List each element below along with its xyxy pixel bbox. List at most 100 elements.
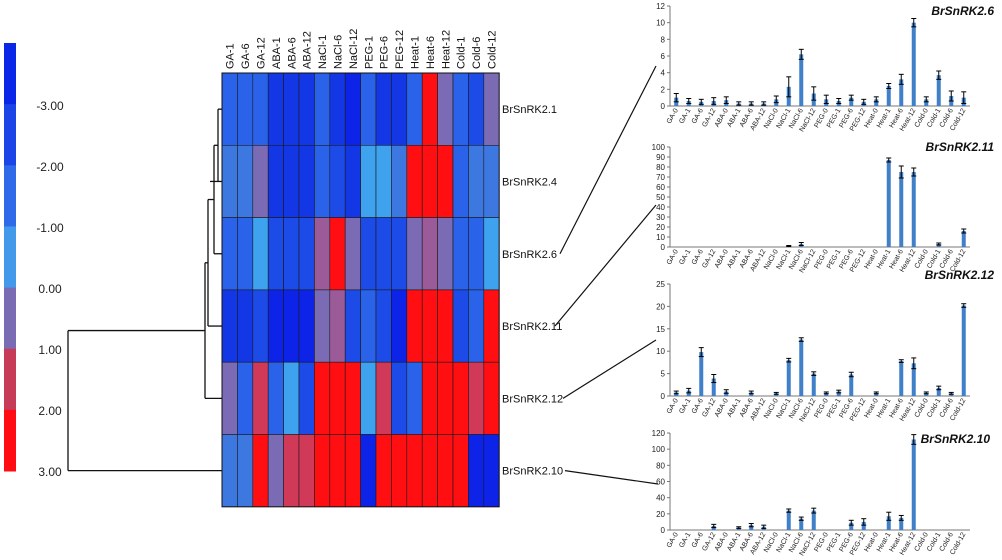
bar-chart-title: BrSnRK2.11 bbox=[926, 140, 995, 154]
heatmap: GA-1 GA-6 GA-12 ABA-1 ABA-6 ABA-12 NaCl-1 NaCl-… bbox=[221, 29, 500, 508]
bar bbox=[786, 360, 791, 396]
bar bbox=[849, 97, 854, 106]
heatmap-column-label: Heat-1 bbox=[410, 36, 422, 69]
bar bbox=[836, 391, 841, 396]
y-tick-label: 80 bbox=[656, 163, 665, 172]
heatmap-cell bbox=[468, 145, 485, 218]
heatmap-column-label: ABA-6 bbox=[286, 37, 298, 69]
heatmap-cell bbox=[406, 145, 423, 218]
bar bbox=[911, 172, 916, 247]
heatmap-cell bbox=[421, 361, 438, 435]
bar bbox=[886, 86, 891, 106]
heatmap-cell bbox=[298, 72, 315, 146]
bar bbox=[874, 99, 879, 106]
heatmap-cell bbox=[360, 72, 377, 146]
heatmap-cell bbox=[483, 217, 500, 291]
heatmap-cell bbox=[283, 217, 300, 291]
y-tick-label: 5 bbox=[661, 370, 666, 379]
heatmap-cell bbox=[483, 145, 500, 218]
bar bbox=[749, 525, 754, 530]
color-scale-tick-label: -2.00 bbox=[36, 160, 64, 174]
heatmap-cell bbox=[375, 361, 392, 435]
bar bbox=[886, 160, 891, 247]
heatmap-cell bbox=[360, 361, 377, 435]
heatmap-cell bbox=[468, 217, 485, 291]
bar bbox=[711, 378, 716, 396]
heatmap-cell bbox=[421, 289, 438, 363]
color-scale-tick-label: 0.00 bbox=[38, 282, 62, 296]
bar bbox=[936, 387, 941, 396]
y-tick-label: 6 bbox=[661, 52, 666, 61]
y-tick-label: 100 bbox=[652, 445, 666, 454]
connector-line bbox=[562, 339, 657, 399]
heatmap-cell bbox=[237, 217, 254, 291]
y-tick-label: 50 bbox=[656, 193, 665, 202]
heatmap-cell bbox=[267, 145, 284, 218]
heatmap-cell bbox=[360, 434, 377, 508]
heatmap-cell bbox=[452, 434, 469, 508]
heatmap-cell bbox=[360, 145, 377, 218]
heatmap-column-label: Heat-12 bbox=[440, 30, 452, 69]
color-scale-band bbox=[4, 287, 16, 350]
bar bbox=[911, 22, 916, 107]
color-scale-band bbox=[4, 348, 16, 411]
heatmap-cell bbox=[298, 145, 315, 218]
y-tick-label: 20 bbox=[656, 223, 665, 232]
heatmap-cell bbox=[329, 72, 346, 146]
y-tick-label: 90 bbox=[656, 153, 665, 162]
heatmap-cell bbox=[221, 217, 238, 291]
heatmap-cell bbox=[344, 145, 361, 218]
bar bbox=[849, 522, 854, 530]
heatmap-cell bbox=[437, 361, 454, 435]
heatmap-cell bbox=[452, 72, 469, 146]
heatmap-cell bbox=[468, 289, 485, 363]
heatmap-border bbox=[221, 72, 500, 508]
heatmap-cell bbox=[283, 289, 300, 363]
heatmap-cell bbox=[391, 434, 408, 508]
y-tick-label: 80 bbox=[656, 461, 665, 470]
bar bbox=[924, 392, 929, 396]
heatmap-column-label: NaCl-12 bbox=[348, 29, 360, 69]
heatmap-cell bbox=[391, 145, 408, 218]
y-tick-label: 60 bbox=[656, 478, 665, 487]
color-scale-band bbox=[4, 226, 16, 289]
heatmap-cell bbox=[391, 361, 408, 435]
heatmap-column-label: Cold-1 bbox=[456, 37, 468, 69]
heatmap-cell bbox=[375, 72, 392, 146]
heatmap-column-label: GA-1 bbox=[225, 43, 237, 69]
y-tick-label: 20 bbox=[656, 302, 665, 311]
heatmap-cell bbox=[237, 361, 254, 435]
y-tick-label: 120 bbox=[652, 429, 666, 438]
bar bbox=[799, 518, 804, 530]
heatmap-cell bbox=[483, 72, 500, 146]
bar bbox=[861, 521, 866, 530]
y-tick-label: 8 bbox=[661, 35, 666, 44]
heatmap-cell bbox=[267, 289, 284, 363]
y-tick-label: 100 bbox=[652, 143, 666, 152]
y-tick-label: 12 bbox=[656, 2, 665, 11]
heatmap-cell bbox=[483, 434, 500, 508]
connector-line bbox=[559, 65, 657, 255]
heatmap-cell bbox=[375, 145, 392, 218]
heatmap-cell bbox=[375, 217, 392, 291]
heatmap-cell bbox=[360, 217, 377, 291]
heatmap-cell bbox=[298, 289, 315, 363]
heatmap-cell bbox=[329, 361, 346, 435]
y-tick-label: 60 bbox=[656, 183, 665, 192]
heatmap-column-label: PEG-6 bbox=[379, 36, 391, 69]
y-tick-label: 10 bbox=[656, 19, 665, 28]
y-tick-label: 10 bbox=[656, 233, 665, 242]
heatmap-row-label: BrSnRK2.11 bbox=[502, 321, 562, 333]
heatmap-row-label: BrSnRK2.10 bbox=[502, 466, 563, 478]
heatmap-cell bbox=[468, 434, 485, 508]
heatmap-cell bbox=[344, 361, 361, 435]
y-tick-label: 0 bbox=[661, 102, 666, 111]
bar bbox=[911, 439, 916, 530]
heatmap-cell bbox=[252, 72, 269, 146]
bar bbox=[961, 305, 966, 396]
y-tick-label: 2 bbox=[661, 85, 666, 94]
heatmap-column-label: ABA-1 bbox=[271, 37, 283, 69]
